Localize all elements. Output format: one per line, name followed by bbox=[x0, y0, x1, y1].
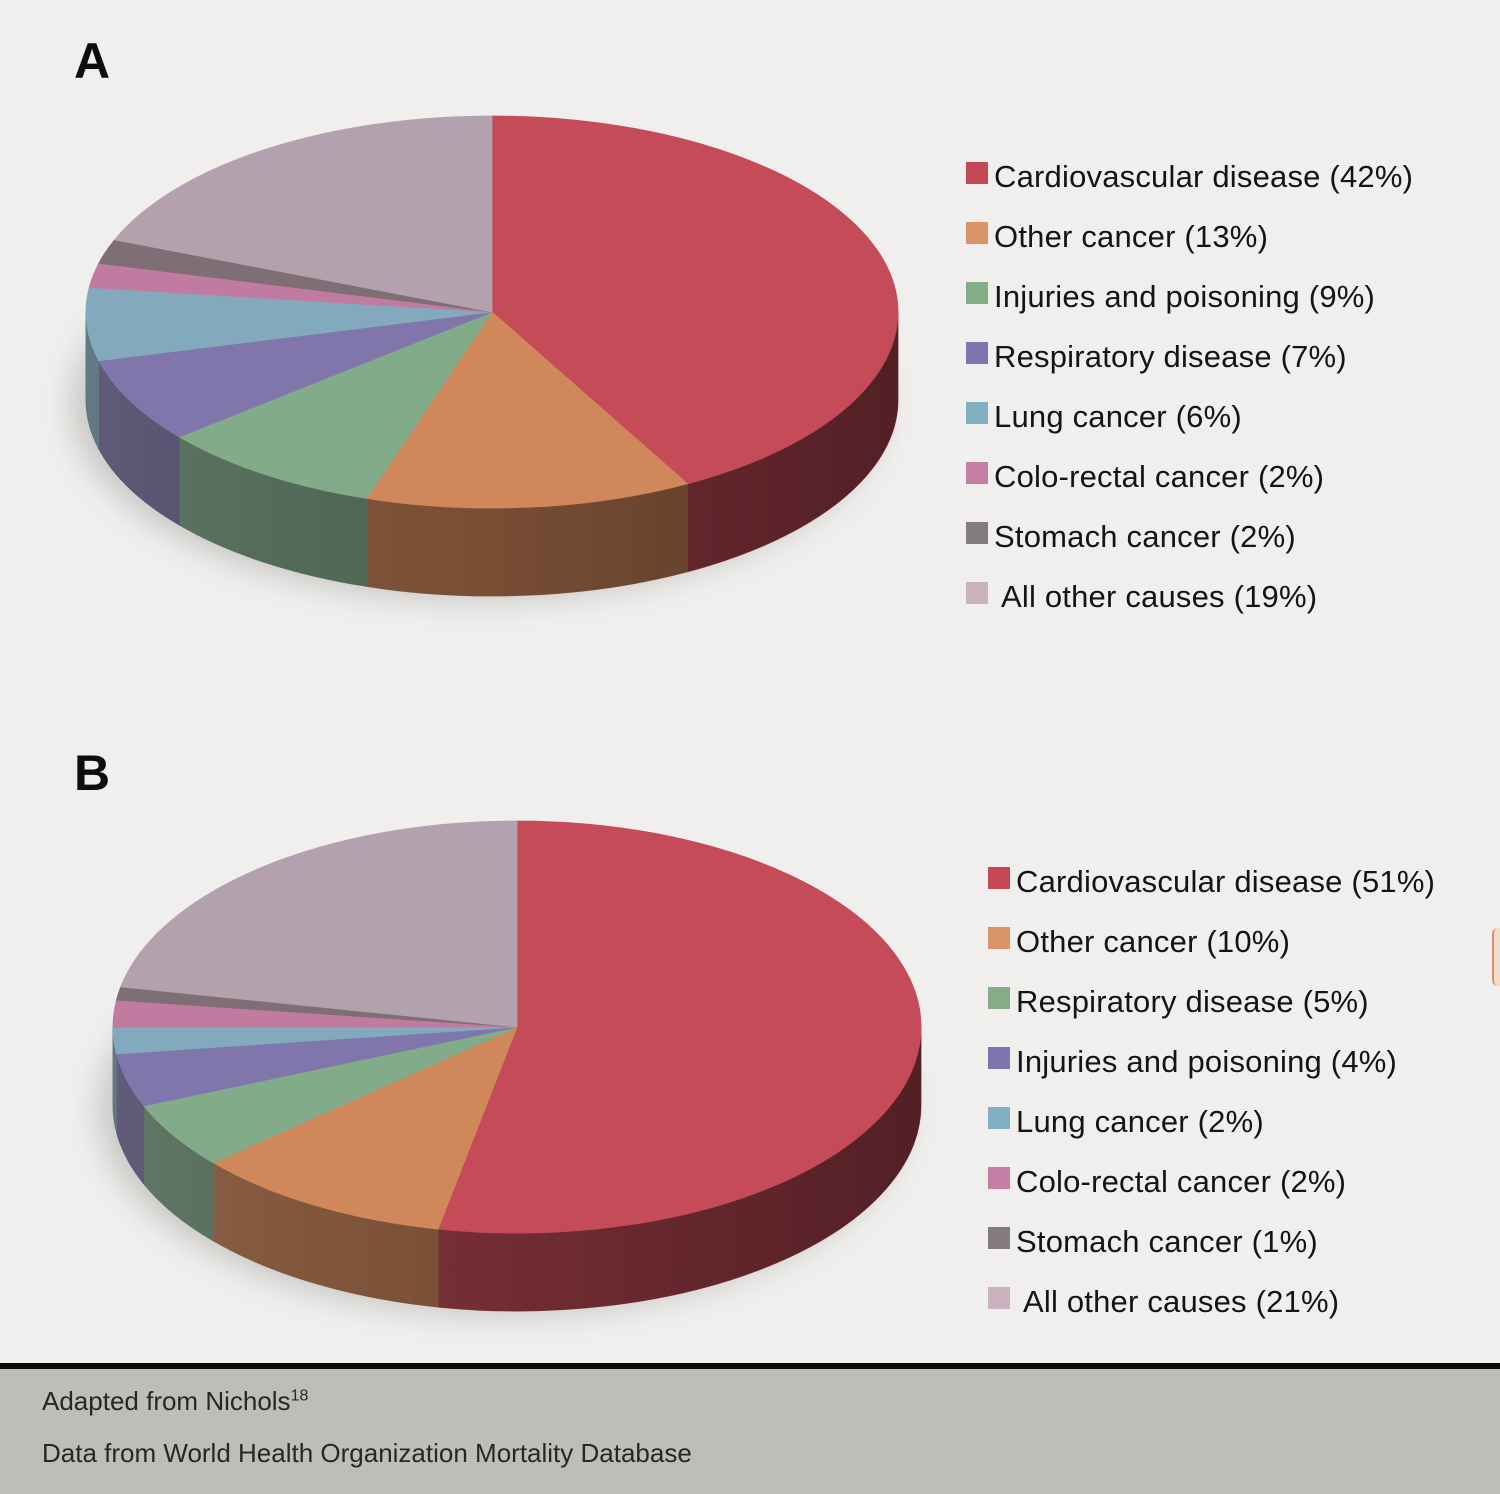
legend-swatch-icon bbox=[966, 222, 988, 244]
legend-item: Respiratory disease (7%) bbox=[966, 327, 1413, 387]
pie-slice-wall bbox=[178, 436, 367, 587]
pie-slice-6 bbox=[116, 986, 518, 1028]
legend-swatch-icon bbox=[988, 1047, 1010, 1069]
pie-slice-1 bbox=[366, 311, 688, 509]
legend-label: Injuries and poisoning (9%) bbox=[994, 279, 1376, 314]
legend-label: Cardiovascular disease (42%) bbox=[994, 159, 1414, 194]
pie-slice-wall bbox=[366, 483, 688, 597]
pie-slice-5 bbox=[88, 262, 493, 313]
pie-slice-wall bbox=[116, 1053, 145, 1185]
pie-slice-7 bbox=[120, 820, 518, 1028]
legend-item: Stomach cancer (2%) bbox=[966, 507, 1413, 567]
pie-slice-1 bbox=[212, 1026, 518, 1230]
legend-swatch-icon bbox=[988, 1287, 1010, 1309]
pie-slice-0 bbox=[437, 820, 922, 1234]
pie-slice-7 bbox=[114, 115, 493, 313]
legend-swatch-icon bbox=[966, 582, 988, 604]
clipped-page-artifact bbox=[1492, 928, 1500, 986]
pie-slice-wall bbox=[437, 1026, 922, 1312]
pie-wall-shading bbox=[113, 1027, 921, 1311]
legend-label: Lung cancer (2%) bbox=[1016, 1104, 1264, 1139]
legend-swatch-icon bbox=[966, 162, 988, 184]
legend-label: All other causes (21%) bbox=[1023, 1284, 1340, 1319]
pie-slice-5 bbox=[112, 999, 518, 1028]
legend-item: Injuries and poisoning (4%) bbox=[988, 1032, 1435, 1092]
pie-slice-4 bbox=[112, 1026, 518, 1055]
pie-slice-4 bbox=[85, 287, 493, 362]
legend-swatch-icon bbox=[988, 867, 1010, 889]
legend-item: Other cancer (13%) bbox=[966, 207, 1413, 267]
legend-swatch-icon bbox=[966, 282, 988, 304]
legend-label: Colo-rectal cancer (2%) bbox=[994, 459, 1325, 494]
pie-slice-3 bbox=[98, 311, 493, 438]
legend-item: Cardiovascular disease (51%) bbox=[988, 852, 1435, 912]
footer-citation-sup: 18 bbox=[290, 1387, 309, 1405]
footer-adapted-line: Adapted from Nichols18 bbox=[42, 1386, 308, 1417]
legend-swatch-icon bbox=[988, 1227, 1010, 1249]
footer: Adapted from Nichols18 Data from World H… bbox=[0, 1363, 1500, 1494]
pie-wall-shading bbox=[86, 312, 898, 596]
pie-slice-wall bbox=[687, 311, 899, 573]
legend-item: Lung cancer (6%) bbox=[966, 387, 1413, 447]
legend-swatch-icon bbox=[988, 1167, 1010, 1189]
legend-swatch-icon bbox=[966, 342, 988, 364]
legend-label: Stomach cancer (1%) bbox=[1016, 1224, 1318, 1259]
pie-slice-3 bbox=[116, 1026, 518, 1107]
legend-item: Other cancer (10%) bbox=[988, 912, 1435, 972]
legend-item: Cardiovascular disease (42%) bbox=[966, 147, 1413, 207]
pie-slice-wall bbox=[98, 360, 180, 526]
legend-label: All other causes (19%) bbox=[1001, 579, 1318, 614]
legend-swatch-icon bbox=[966, 402, 988, 424]
pie-slice-wall bbox=[85, 311, 100, 450]
pie-slice-6 bbox=[98, 239, 493, 313]
legend-label: Stomach cancer (2%) bbox=[994, 519, 1296, 554]
pie-slice-wall bbox=[143, 1105, 214, 1242]
legend-swatch-icon bbox=[966, 522, 988, 544]
legend-b: Cardiovascular disease (51%) Other cancer… bbox=[988, 852, 1435, 1332]
pie-shadow bbox=[99, 903, 907, 1315]
legend-item: All other causes (21%) bbox=[988, 1272, 1435, 1332]
legend-label: Cardiovascular disease (51%) bbox=[1016, 864, 1436, 899]
legend-label: Colo-rectal cancer (2%) bbox=[1016, 1164, 1347, 1199]
pie-slice-wall bbox=[112, 1026, 117, 1133]
legend-a: Cardiovascular disease (42%) Other cancer… bbox=[966, 147, 1413, 627]
legend-swatch-icon bbox=[988, 1107, 1010, 1129]
legend-item: Stomach cancer (1%) bbox=[988, 1212, 1435, 1272]
legend-label: Respiratory disease (5%) bbox=[1016, 984, 1369, 1019]
legend-item: Colo-rectal cancer (2%) bbox=[988, 1152, 1435, 1212]
footer-data-source: Data from World Health Organization Mort… bbox=[42, 1438, 692, 1468]
legend-swatch-icon bbox=[988, 927, 1010, 949]
legend-item: Injuries and poisoning (9%) bbox=[966, 267, 1413, 327]
legend-swatch-icon bbox=[988, 987, 1010, 1009]
legend-label: Other cancer (10%) bbox=[1016, 924, 1291, 959]
legend-label: Respiratory disease (7%) bbox=[994, 339, 1347, 374]
footer-adapted-text: Adapted from Nichols bbox=[42, 1386, 291, 1416]
pie-slice-2 bbox=[178, 311, 493, 499]
panel-b-label: B bbox=[74, 745, 111, 801]
legend-swatch-icon bbox=[966, 462, 988, 484]
legend-label: Injuries and poisoning (4%) bbox=[1016, 1044, 1398, 1079]
legend-item: Respiratory disease (5%) bbox=[988, 972, 1435, 1032]
pie-slice-0 bbox=[491, 115, 899, 485]
legend-item: All other causes (19%) bbox=[966, 567, 1413, 627]
legend-item: Colo-rectal cancer (2%) bbox=[966, 447, 1413, 507]
pie-slice-2 bbox=[143, 1026, 518, 1164]
legend-item: Lung cancer (2%) bbox=[988, 1092, 1435, 1152]
panel-a-label: A bbox=[74, 33, 111, 89]
legend-label: Other cancer (13%) bbox=[994, 219, 1269, 254]
legend-label: Lung cancer (6%) bbox=[994, 399, 1242, 434]
pie-shadow bbox=[72, 208, 884, 600]
pie-slice-wall bbox=[212, 1162, 439, 1308]
